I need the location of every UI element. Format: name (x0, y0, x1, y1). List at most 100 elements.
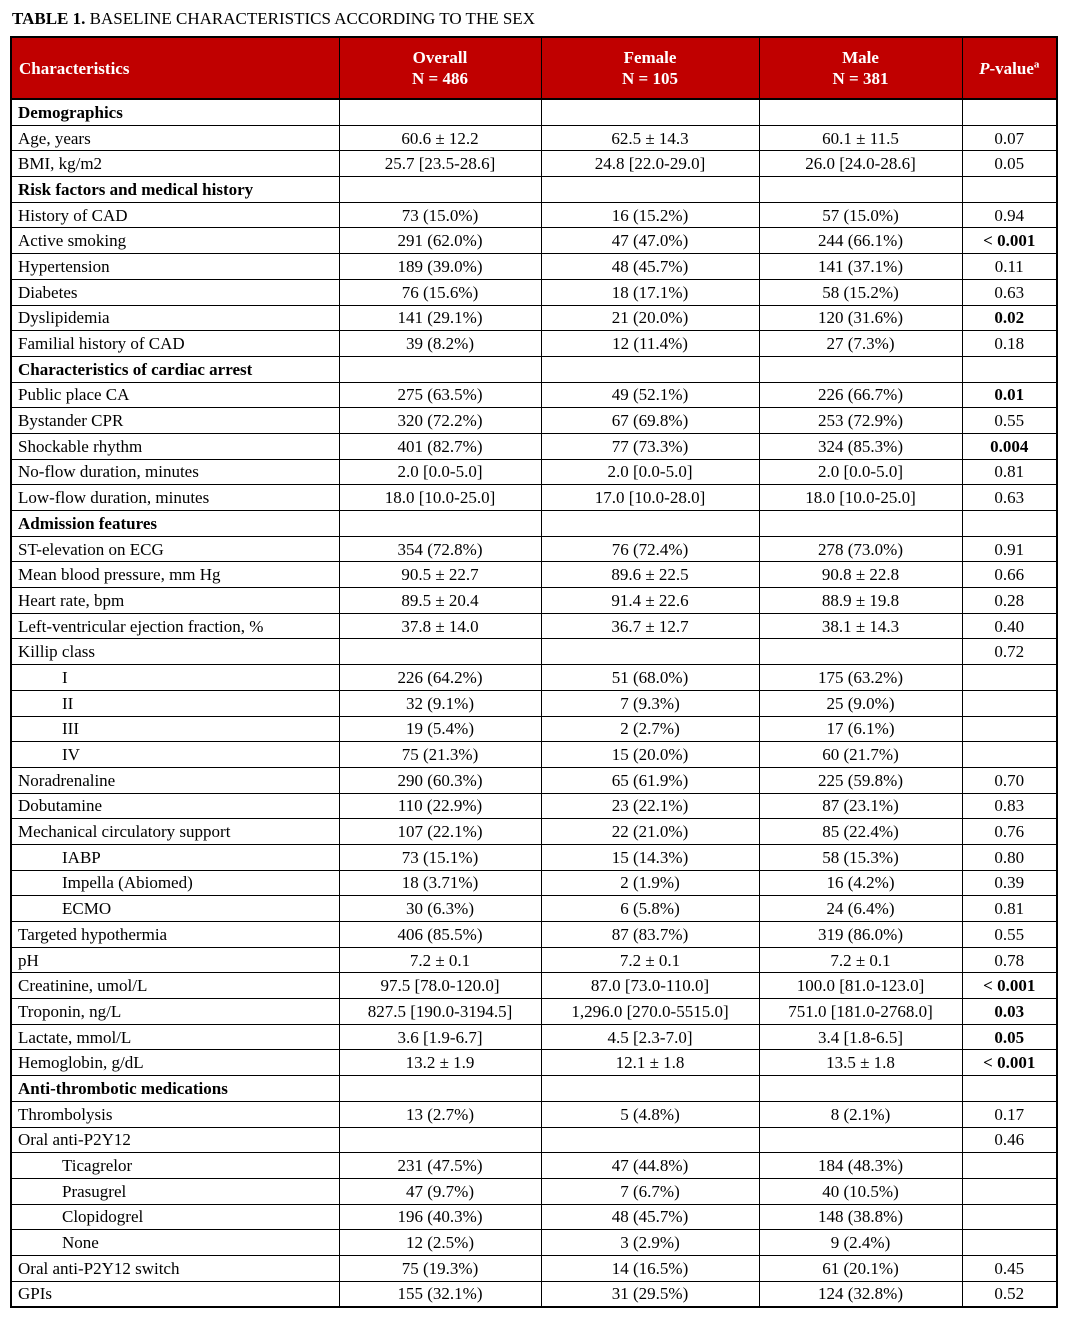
cell-male (758, 1075, 963, 1102)
cell-female (540, 98, 760, 126)
row-label: Troponin, ng/L (10, 998, 340, 1025)
cell-male: 18.0 [10.0-25.0] (758, 484, 963, 511)
table-row: Mechanical circulatory support 107 (22.1%… (10, 818, 1058, 845)
header-female-n: N = 105 (622, 69, 678, 88)
header-pvalue: P-valuea (961, 36, 1058, 100)
row-label: Familial history of CAD (10, 330, 340, 357)
cell-male (758, 355, 963, 383)
table-row: Public place CA 275 (63.5%) 49 (52.1%) 226 … (10, 381, 1058, 409)
row-label: Hemoglobin, g/dL (10, 1049, 340, 1077)
row-label: None (10, 1229, 340, 1256)
row-label: No-flow duration, minutes (10, 458, 340, 486)
cell-male: 175 (63.2%) (758, 664, 963, 691)
row-label: II (10, 689, 340, 717)
cell-male: 38.1 ± 14.3 (758, 612, 963, 640)
cell-pvalue (961, 664, 1058, 691)
cell-female: 15 (20.0%) (540, 741, 760, 768)
cell-female: 6 (5.8%) (540, 895, 760, 922)
cell-female: 87.0 [73.0-110.0] (540, 972, 760, 1000)
cell-overall (338, 1075, 542, 1102)
cell-male: 751.0 [181.0-2768.0] (758, 998, 963, 1025)
cell-female: 47 (47.0%) (540, 227, 760, 255)
cell-overall: 406 (85.5%) (338, 921, 542, 948)
cell-overall: 19 (5.4%) (338, 715, 542, 743)
baseline-characteristics-table: Characteristics Overall N = 486 Female N… (10, 36, 1058, 1309)
table-row: Thrombolysis 13 (2.7%) 5 (4.8%) 8 (2.1%) 0.1… (10, 1100, 1058, 1128)
cell-overall: 13 (2.7%) (338, 1100, 542, 1128)
cell-overall: 231 (47.5%) (338, 1152, 542, 1179)
table-row: Familial history of CAD 39 (8.2%) 12 (11.4… (10, 330, 1058, 357)
table-row: I 226 (64.2%) 51 (68.0%) 175 (63.2%) (10, 664, 1058, 691)
cell-overall (338, 510, 542, 537)
cell-pvalue: 0.81 (961, 458, 1058, 486)
row-label: Mean blood pressure, mm Hg (10, 561, 340, 589)
cell-overall: 90.5 ± 22.7 (338, 561, 542, 589)
table-row: Low-flow duration, minutes 18.0 [10.0-25.… (10, 484, 1058, 511)
cell-female: 87 (83.7%) (540, 921, 760, 948)
cell-overall: 97.5 [78.0-120.0] (338, 972, 542, 1000)
cell-pvalue: 0.81 (961, 895, 1058, 922)
row-label: Creatinine, umol/L (10, 972, 340, 1000)
cell-overall: 290 (60.3%) (338, 766, 542, 794)
cell-pvalue: 0.05 (961, 150, 1058, 178)
table-row: Bystander CPR 320 (72.2%) 67 (69.8%) 253 (7… (10, 407, 1058, 434)
cell-pvalue (961, 176, 1058, 203)
table-row: IABP 73 (15.1%) 15 (14.3%) 58 (15.3%) 0.80 (10, 843, 1058, 871)
cell-pvalue: 0.78 (961, 946, 1058, 974)
cell-male: 324 (85.3%) (758, 432, 963, 460)
cell-pvalue: 0.63 (961, 278, 1058, 306)
row-label: Thrombolysis (10, 1100, 340, 1128)
cell-male: 278 (73.0%) (758, 535, 963, 563)
row-label: Dyslipidemia (10, 304, 340, 332)
cell-male: 16 (4.2%) (758, 869, 963, 897)
cell-pvalue (961, 510, 1058, 537)
cell-male: 24 (6.4%) (758, 895, 963, 922)
cell-pvalue (961, 1177, 1058, 1205)
row-label: Lactate, mmol/L (10, 1023, 340, 1051)
table-row: Targeted hypothermia 406 (85.5%) 87 (83.7%… (10, 921, 1058, 948)
section-row: Risk factors and medical history (10, 176, 1058, 203)
table-row: Hypertension 189 (39.0%) 48 (45.7%) 141 (37… (10, 253, 1058, 280)
cell-female: 21 (20.0%) (540, 304, 760, 332)
cell-overall: 291 (62.0%) (338, 227, 542, 255)
cell-pvalue: 0.72 (961, 638, 1058, 666)
cell-male: 3.4 [1.8-6.5] (758, 1023, 963, 1051)
table-row: Left-ventricular ejection fraction, % 37.… (10, 612, 1058, 640)
table-row: Dobutamine 110 (22.9%) 23 (22.1%) 87 (23.1%… (10, 792, 1058, 820)
cell-overall: 13.2 ± 1.9 (338, 1049, 542, 1077)
cell-pvalue: 0.03 (961, 998, 1058, 1025)
cell-overall: 30 (6.3%) (338, 895, 542, 922)
cell-male: 25 (9.0%) (758, 689, 963, 717)
cell-female: 23 (22.1%) (540, 792, 760, 820)
cell-pvalue: 0.94 (961, 201, 1058, 229)
table-row: Noradrenaline 290 (60.3%) 65 (61.9%) 225 (5… (10, 766, 1058, 794)
cell-pvalue: < 0.001 (961, 972, 1058, 1000)
cell-male: 88.9 ± 19.8 (758, 587, 963, 614)
cell-pvalue (961, 689, 1058, 717)
row-label: Shockable rhythm (10, 432, 340, 460)
cell-pvalue: 0.80 (961, 843, 1058, 871)
row-label: Demographics (10, 98, 340, 126)
cell-male: 2.0 [0.0-5.0] (758, 458, 963, 486)
cell-female: 89.6 ± 22.5 (540, 561, 760, 589)
cell-male (758, 98, 963, 126)
table-row: Impella (Abiomed) 18 (3.71%) 2 (1.9%) 16 (4… (10, 869, 1058, 897)
cell-overall: 226 (64.2%) (338, 664, 542, 691)
row-label: Age, years (10, 124, 340, 152)
cell-female: 12.1 ± 1.8 (540, 1049, 760, 1077)
cell-pvalue: 0.17 (961, 1100, 1058, 1128)
cell-pvalue: 0.55 (961, 921, 1058, 948)
cell-male: 40 (10.5%) (758, 1177, 963, 1205)
row-label: Low-flow duration, minutes (10, 484, 340, 511)
cell-female: 76 (72.4%) (540, 535, 760, 563)
row-label: Characteristics of cardiac arrest (10, 355, 340, 383)
cell-male: 61 (20.1%) (758, 1254, 963, 1282)
table-row: ECMO 30 (6.3%) 6 (5.8%) 24 (6.4%) 0.81 (10, 895, 1058, 922)
cell-female: 48 (45.7%) (540, 253, 760, 280)
row-label: Public place CA (10, 381, 340, 409)
header-pvalue-rest: -value (989, 58, 1034, 78)
table-row: Ticagrelor 231 (47.5%) 47 (44.8%) 184 (48.3… (10, 1152, 1058, 1179)
table-row: Hemoglobin, g/dL 13.2 ± 1.9 12.1 ± 1.8 13.5… (10, 1049, 1058, 1077)
cell-male (758, 176, 963, 203)
row-label: Left-ventricular ejection fraction, % (10, 612, 340, 640)
